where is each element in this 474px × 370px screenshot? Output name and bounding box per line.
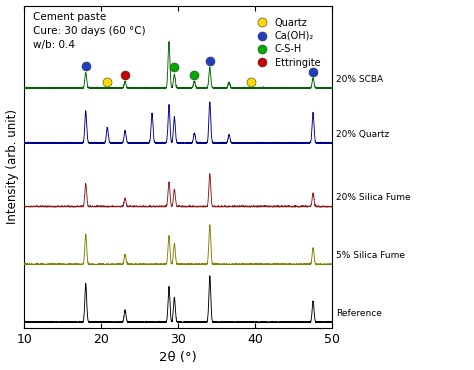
Text: 20% Silica Fume: 20% Silica Fume (336, 194, 411, 202)
Legend: Quartz, Ca(OH)₂, C-S-H, Ettringite: Quartz, Ca(OH)₂, C-S-H, Ettringite (249, 14, 324, 72)
X-axis label: 2θ (°): 2θ (°) (159, 352, 197, 364)
Text: Reference: Reference (336, 309, 382, 318)
Y-axis label: Intensity (arb. unit): Intensity (arb. unit) (6, 109, 18, 224)
Text: Cement paste
Cure: 30 days (60 °C)
w/b: 0.4: Cement paste Cure: 30 days (60 °C) w/b: … (33, 12, 146, 50)
Text: 20% SCBA: 20% SCBA (336, 75, 383, 84)
Text: 5% Silica Fume: 5% Silica Fume (336, 251, 405, 260)
Text: 20% Quartz: 20% Quartz (336, 130, 390, 139)
